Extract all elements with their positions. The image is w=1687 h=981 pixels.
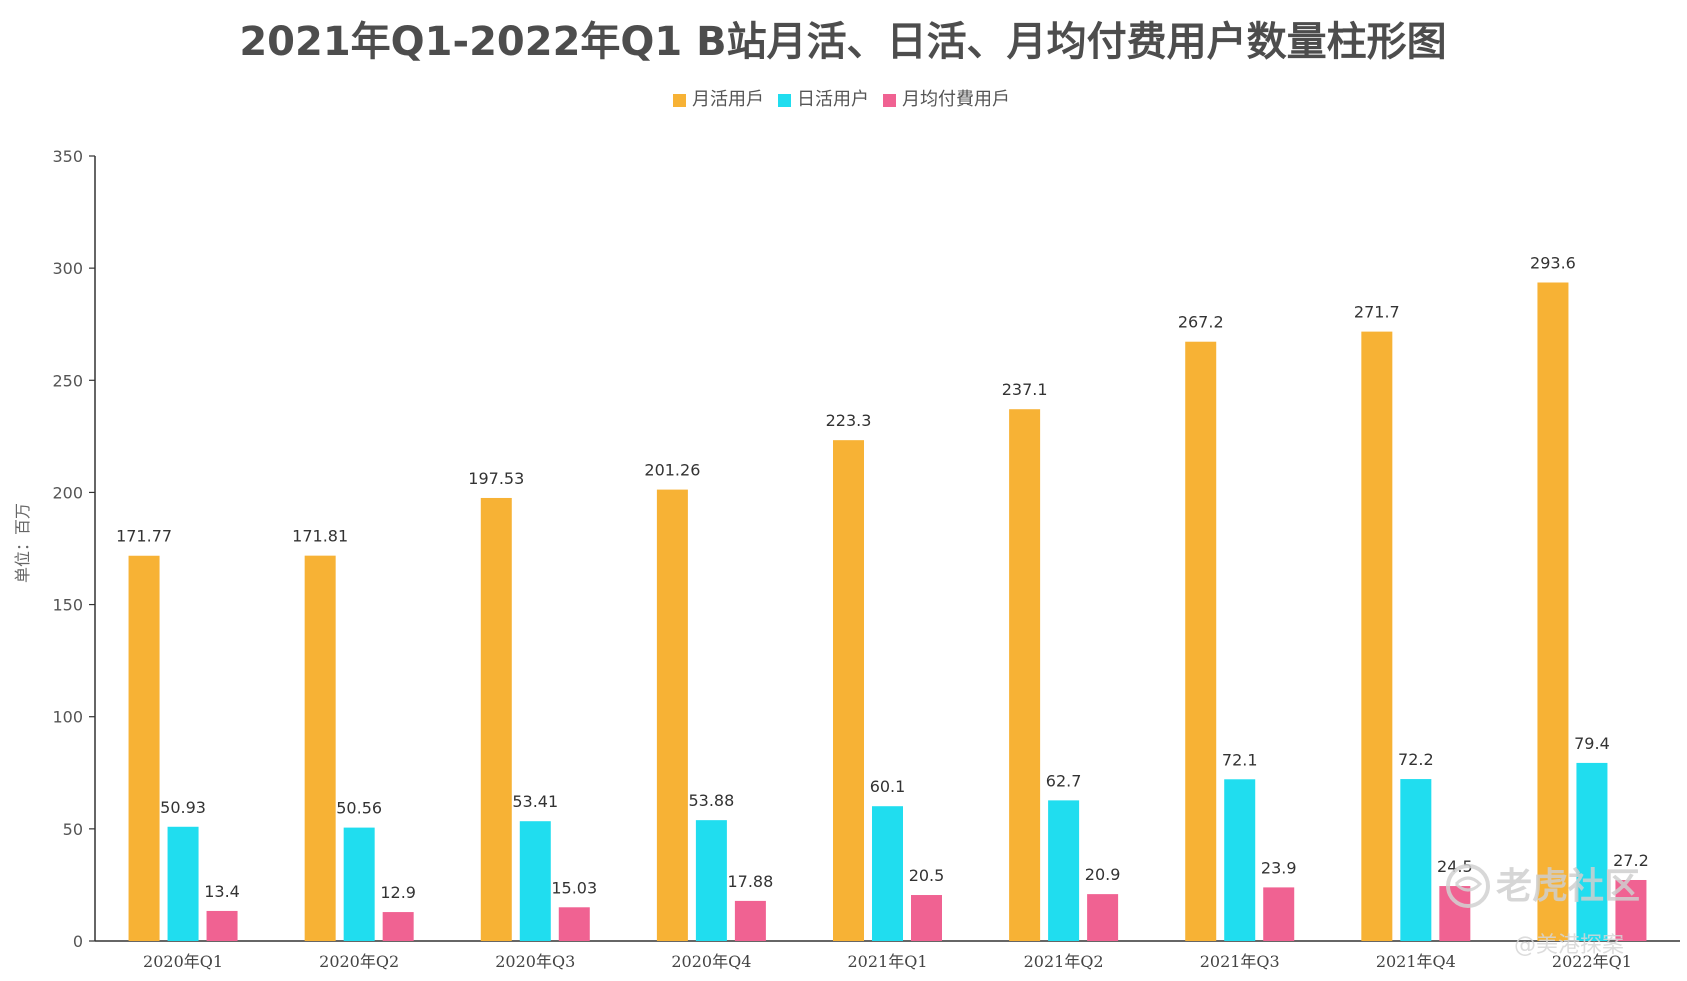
x-axis: 2020年Q1 2020年Q2 2020年Q3 2020年Q4 2021年Q1 2021年… bbox=[95, 940, 1680, 971]
data-label: 72.1 bbox=[1222, 750, 1258, 769]
bar bbox=[1048, 800, 1080, 941]
bar bbox=[519, 821, 551, 941]
x-tick-label: 2020年Q2 bbox=[319, 952, 399, 971]
bar bbox=[1263, 887, 1295, 941]
data-labels: 171.77 50.93 13.4 171.81 50.56 12.9 197.53 53.4… bbox=[116, 253, 1649, 902]
legend-label: 月均付費用戶 bbox=[902, 89, 1010, 110]
bar bbox=[695, 820, 727, 941]
bar bbox=[480, 497, 512, 941]
legend-label: 月活用戶 bbox=[692, 89, 764, 110]
x-tick-label: 2020年Q3 bbox=[495, 952, 575, 971]
watermark-logo-swirl bbox=[1454, 876, 1483, 892]
data-label: 267.2 bbox=[1178, 313, 1224, 332]
data-label: 293.6 bbox=[1530, 253, 1576, 272]
x-tick-label: 2021年Q1 bbox=[847, 952, 927, 971]
bar bbox=[1576, 762, 1608, 941]
x-tick-label: 2021年Q3 bbox=[1200, 952, 1280, 971]
data-label: 53.88 bbox=[688, 791, 734, 810]
legend-swatch bbox=[778, 94, 791, 107]
bar bbox=[1185, 341, 1217, 941]
bar bbox=[872, 806, 903, 941]
data-label: 62.7 bbox=[1046, 771, 1082, 790]
bar bbox=[343, 827, 375, 941]
legend-swatch bbox=[883, 94, 896, 107]
data-label: 60.1 bbox=[870, 777, 906, 796]
bar bbox=[1615, 879, 1647, 941]
bar bbox=[128, 555, 160, 941]
bar bbox=[1537, 282, 1569, 941]
bar bbox=[206, 910, 238, 941]
data-label: 171.77 bbox=[116, 527, 172, 546]
watermark-author: @美港探案 bbox=[1514, 933, 1624, 958]
bars bbox=[128, 282, 1647, 941]
x-tick-label: 2020年Q1 bbox=[143, 952, 223, 971]
x-tick-label: 2021年Q2 bbox=[1024, 952, 1104, 971]
y-tick-label: 50 bbox=[63, 820, 83, 839]
bar bbox=[734, 900, 766, 941]
watermark: 老虎社区 @美港探案 bbox=[1446, 864, 1640, 958]
y-tick-label: 200 bbox=[52, 483, 83, 502]
bar bbox=[382, 912, 414, 941]
data-label: 271.7 bbox=[1354, 303, 1400, 322]
bar bbox=[304, 555, 336, 941]
data-label: 24.5 bbox=[1437, 857, 1473, 876]
data-label: 27.2 bbox=[1613, 851, 1649, 870]
data-label: 12.9 bbox=[380, 883, 416, 902]
bar bbox=[911, 895, 942, 941]
x-tick-label: 2021年Q4 bbox=[1376, 952, 1456, 971]
data-label: 53.41 bbox=[512, 792, 558, 811]
data-label: 237.1 bbox=[1002, 380, 1048, 399]
y-tick-label: 350 bbox=[52, 147, 83, 166]
data-label: 17.88 bbox=[727, 872, 773, 891]
watermark-brand: 老虎社区 bbox=[1496, 866, 1640, 907]
bar bbox=[1009, 409, 1041, 941]
y-axis: 0 50 100 150 200 250 300 350 bbox=[52, 147, 96, 951]
x-tick-label: 2022年Q1 bbox=[1552, 952, 1632, 971]
chart-title: 2021年Q1-2022年Q1 B站月活、日活、月均付费用户数量柱形图 bbox=[239, 19, 1446, 65]
data-label: 72.2 bbox=[1398, 750, 1434, 769]
watermark-logo-icon bbox=[1446, 864, 1490, 908]
bar bbox=[1361, 331, 1393, 941]
bar bbox=[1439, 886, 1471, 941]
data-label: 20.5 bbox=[909, 866, 945, 885]
bar bbox=[833, 440, 864, 941]
y-tick-label: 150 bbox=[52, 596, 83, 615]
legend-swatch bbox=[673, 94, 686, 107]
data-label: 197.53 bbox=[468, 469, 524, 488]
data-label: 171.81 bbox=[292, 527, 348, 546]
legend: 月活用戶 日活用户 月均付費用戶 bbox=[673, 89, 1010, 110]
y-tick-label: 250 bbox=[52, 371, 83, 390]
data-label: 201.26 bbox=[644, 461, 700, 480]
bar bbox=[558, 907, 590, 941]
y-tick-label: 0 bbox=[73, 932, 83, 951]
data-label: 223.3 bbox=[826, 411, 872, 430]
y-tick-label: 100 bbox=[52, 708, 83, 727]
data-label: 13.4 bbox=[204, 882, 240, 901]
bar bbox=[1400, 779, 1432, 941]
data-label: 50.93 bbox=[160, 798, 206, 817]
y-tick-label: 300 bbox=[52, 259, 83, 278]
bar bbox=[1224, 779, 1256, 941]
data-label: 20.9 bbox=[1085, 865, 1121, 884]
data-label: 15.03 bbox=[551, 878, 597, 897]
data-label: 79.4 bbox=[1574, 734, 1610, 753]
bar bbox=[1087, 894, 1119, 941]
data-label: 50.56 bbox=[336, 799, 382, 818]
bar bbox=[656, 489, 688, 941]
legend-label: 日活用户 bbox=[797, 89, 869, 110]
bar bbox=[167, 826, 199, 941]
data-label: 23.9 bbox=[1261, 858, 1297, 877]
y-axis-label: 单位：百万 bbox=[13, 503, 32, 583]
x-tick-label: 2020年Q4 bbox=[671, 952, 751, 971]
